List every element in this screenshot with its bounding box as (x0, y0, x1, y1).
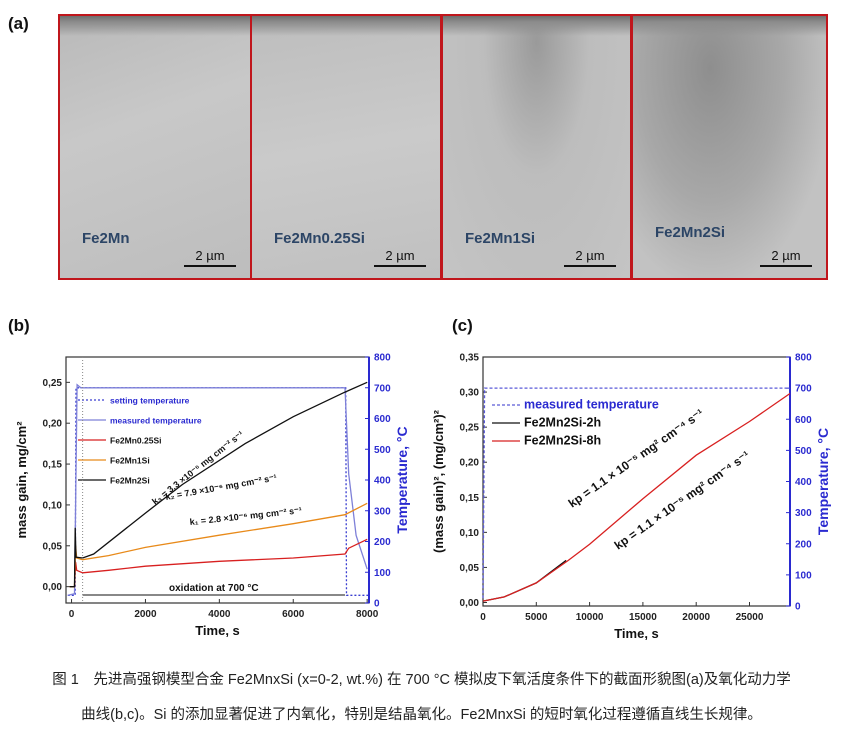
y-tick-label: 0,15 (43, 460, 63, 471)
y2-tick-label: 500 (795, 446, 812, 457)
panel-label-b: (b) (8, 316, 30, 335)
y2-tick-label: 700 (374, 383, 391, 394)
micrograph-label: Fe2Mn2Si (655, 224, 726, 241)
y-tick-label: 0,20 (460, 458, 480, 469)
x-tick-label: 0 (480, 612, 486, 623)
y2-tick-label: 0 (374, 599, 380, 610)
y2-tick-label: 0 (795, 602, 801, 613)
x-axis-label: Time, s (195, 623, 240, 638)
y-tick-label: 0,10 (43, 500, 63, 511)
y-tick-label: 0,00 (460, 598, 480, 609)
y2-tick-label: 400 (374, 476, 391, 487)
y-tick-label: 0,05 (43, 541, 63, 552)
y-tick-label: 0,25 (460, 423, 480, 434)
annotation-k1: k₁ = 2.8 ×10⁻⁶ mg cm⁻² s⁻¹ (189, 505, 302, 527)
series-line-fe2mn2si-2h (482, 559, 567, 602)
y2-tick-label: 700 (795, 384, 812, 395)
scale-bar: 2 µm (374, 248, 426, 267)
legend-label: Fe2Mn1Si (110, 456, 150, 466)
x-tick-label: 2000 (134, 609, 157, 620)
micrograph-label: Fe2Mn (82, 230, 130, 247)
legend-label: Fe2Mn2Si-2h (524, 416, 601, 430)
x-tick-label: 25000 (736, 612, 764, 623)
y2-axis-label: Temperature, °C (815, 428, 831, 535)
legend-label: measured temperature (110, 416, 202, 426)
series-line-measured-temperature (482, 387, 790, 599)
series-line-fe2mn2si (69, 381, 368, 588)
y-tick-label: 0,15 (460, 493, 480, 504)
legend-label: Fe2Mn0.25Si (110, 436, 162, 446)
panel-label-a: (a) (8, 14, 29, 33)
x-tick-label: 5000 (525, 612, 548, 623)
y-tick-label: 0,10 (460, 528, 480, 539)
x-tick-label: 4000 (208, 609, 231, 620)
x-tick-label: 20000 (682, 612, 710, 623)
y2-axis-label: Temperature, °C (394, 426, 410, 533)
scale-bar: 2 µm (564, 248, 616, 267)
x-tick-label: 6000 (282, 609, 305, 620)
y2-tick-label: 200 (795, 539, 812, 550)
series-line-fe2mn2si-8h (482, 392, 791, 602)
y-tick-label: 0,30 (460, 388, 480, 399)
chart-b-mass-gain: 0 2000 4000 6000 80000,000,050,100,150,200,2… (14, 353, 410, 639)
y2-tick-label: 400 (795, 477, 812, 488)
y-tick-label: 0,35 (460, 353, 480, 364)
y-tick-label: 0,00 (43, 582, 63, 593)
micrograph-label: Fe2Mn0.25Si (274, 230, 365, 247)
legend-label: setting temperature (110, 396, 190, 406)
micrograph-fe2mn0-25si: Fe2Mn0.25Si 2 µm (250, 14, 442, 280)
figure-caption-line1: 图 1 先进高强钢模型合金 Fe2MnxSi (x=0-2, wt.%) 在 7… (52, 672, 791, 688)
y2-tick-label: 300 (795, 508, 812, 519)
chart-c-parabolic: 0 5000 10000 15000 20000 250000,000,050,100,1… (431, 353, 831, 642)
y2-tick-label: 800 (374, 353, 391, 364)
legend-label: Fe2Mn2Si (110, 476, 150, 486)
micrograph-fe2mn1si: Fe2Mn1Si 2 µm (441, 14, 632, 280)
x-axis-label: Time, s (614, 626, 659, 641)
series-line-fe2mn0-25si (69, 538, 368, 588)
y-tick-label: 0,05 (460, 563, 480, 574)
scale-bar: 2 µm (184, 248, 236, 267)
x-tick-label: 0 (69, 609, 75, 620)
scale-bar: 2 µm (760, 248, 812, 267)
y-axis-label: mass gain, mg/cm² (14, 421, 29, 539)
plot-frame (482, 356, 791, 607)
x-tick-label: 8000 (356, 609, 379, 620)
panel-label-c: (c) (452, 316, 473, 335)
x-tick-label: 15000 (629, 612, 657, 623)
x-tick-label: 10000 (576, 612, 604, 623)
y2-tick-label: 600 (795, 415, 812, 426)
y2-tick-label: 200 (374, 537, 391, 548)
y2-tick-label: 100 (374, 568, 391, 579)
y-axis-label: (mass gain)², (mg/cm²)² (431, 409, 446, 553)
y-tick-label: 0,25 (43, 378, 63, 389)
y2-tick-label: 800 (795, 353, 812, 364)
micrograph-fe2mn: Fe2Mn 2 µm (58, 14, 252, 280)
y-tick-label: 0,20 (43, 419, 63, 430)
figure-caption-line2: 曲线(b,c)。Si 的添加显著促进了内氧化，特别是结晶氧化。Fe2MnxSi … (81, 707, 762, 723)
y2-tick-label: 100 (795, 570, 812, 581)
micrograph-fe2mn2si: Fe2Mn2Si 2 µm (631, 14, 828, 280)
legend-label: measured temperature (524, 398, 659, 412)
annotation-oxidation: oxidation at 700 °C (169, 583, 259, 594)
legend-label: Fe2Mn2Si-8h (524, 434, 601, 448)
y2-tick-label: 300 (374, 506, 391, 517)
micrograph-label: Fe2Mn1Si (465, 230, 536, 247)
y2-tick-label: 500 (374, 445, 391, 456)
y2-tick-label: 600 (374, 414, 391, 425)
